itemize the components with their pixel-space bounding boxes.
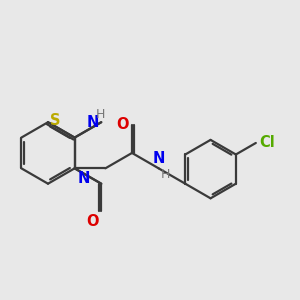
Text: S: S xyxy=(50,113,61,128)
Text: O: O xyxy=(86,214,99,229)
Text: N: N xyxy=(86,115,99,130)
Text: N: N xyxy=(153,151,165,166)
Text: Cl: Cl xyxy=(260,135,275,150)
Text: H: H xyxy=(161,168,170,181)
Text: H: H xyxy=(95,108,105,121)
Text: O: O xyxy=(116,117,128,132)
Text: N: N xyxy=(78,171,90,186)
